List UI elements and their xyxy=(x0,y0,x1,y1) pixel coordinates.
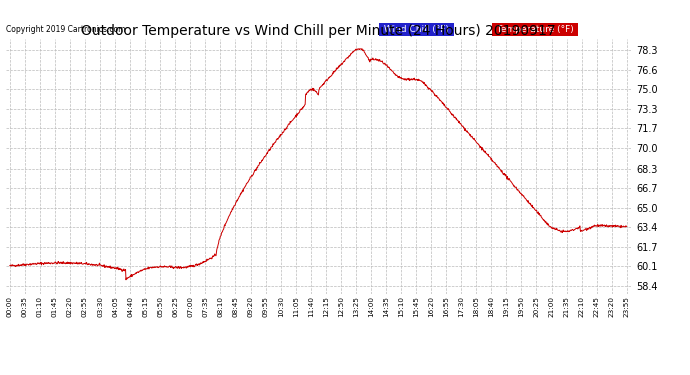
Text: Temperature (°F): Temperature (°F) xyxy=(493,25,576,34)
Title: Outdoor Temperature vs Wind Chill per Minute (24 Hours) 20190917: Outdoor Temperature vs Wind Chill per Mi… xyxy=(81,24,555,38)
Text: Wind Chill (°F): Wind Chill (°F) xyxy=(381,25,452,34)
Text: Copyright 2019 Cartronics.com: Copyright 2019 Cartronics.com xyxy=(6,25,125,34)
